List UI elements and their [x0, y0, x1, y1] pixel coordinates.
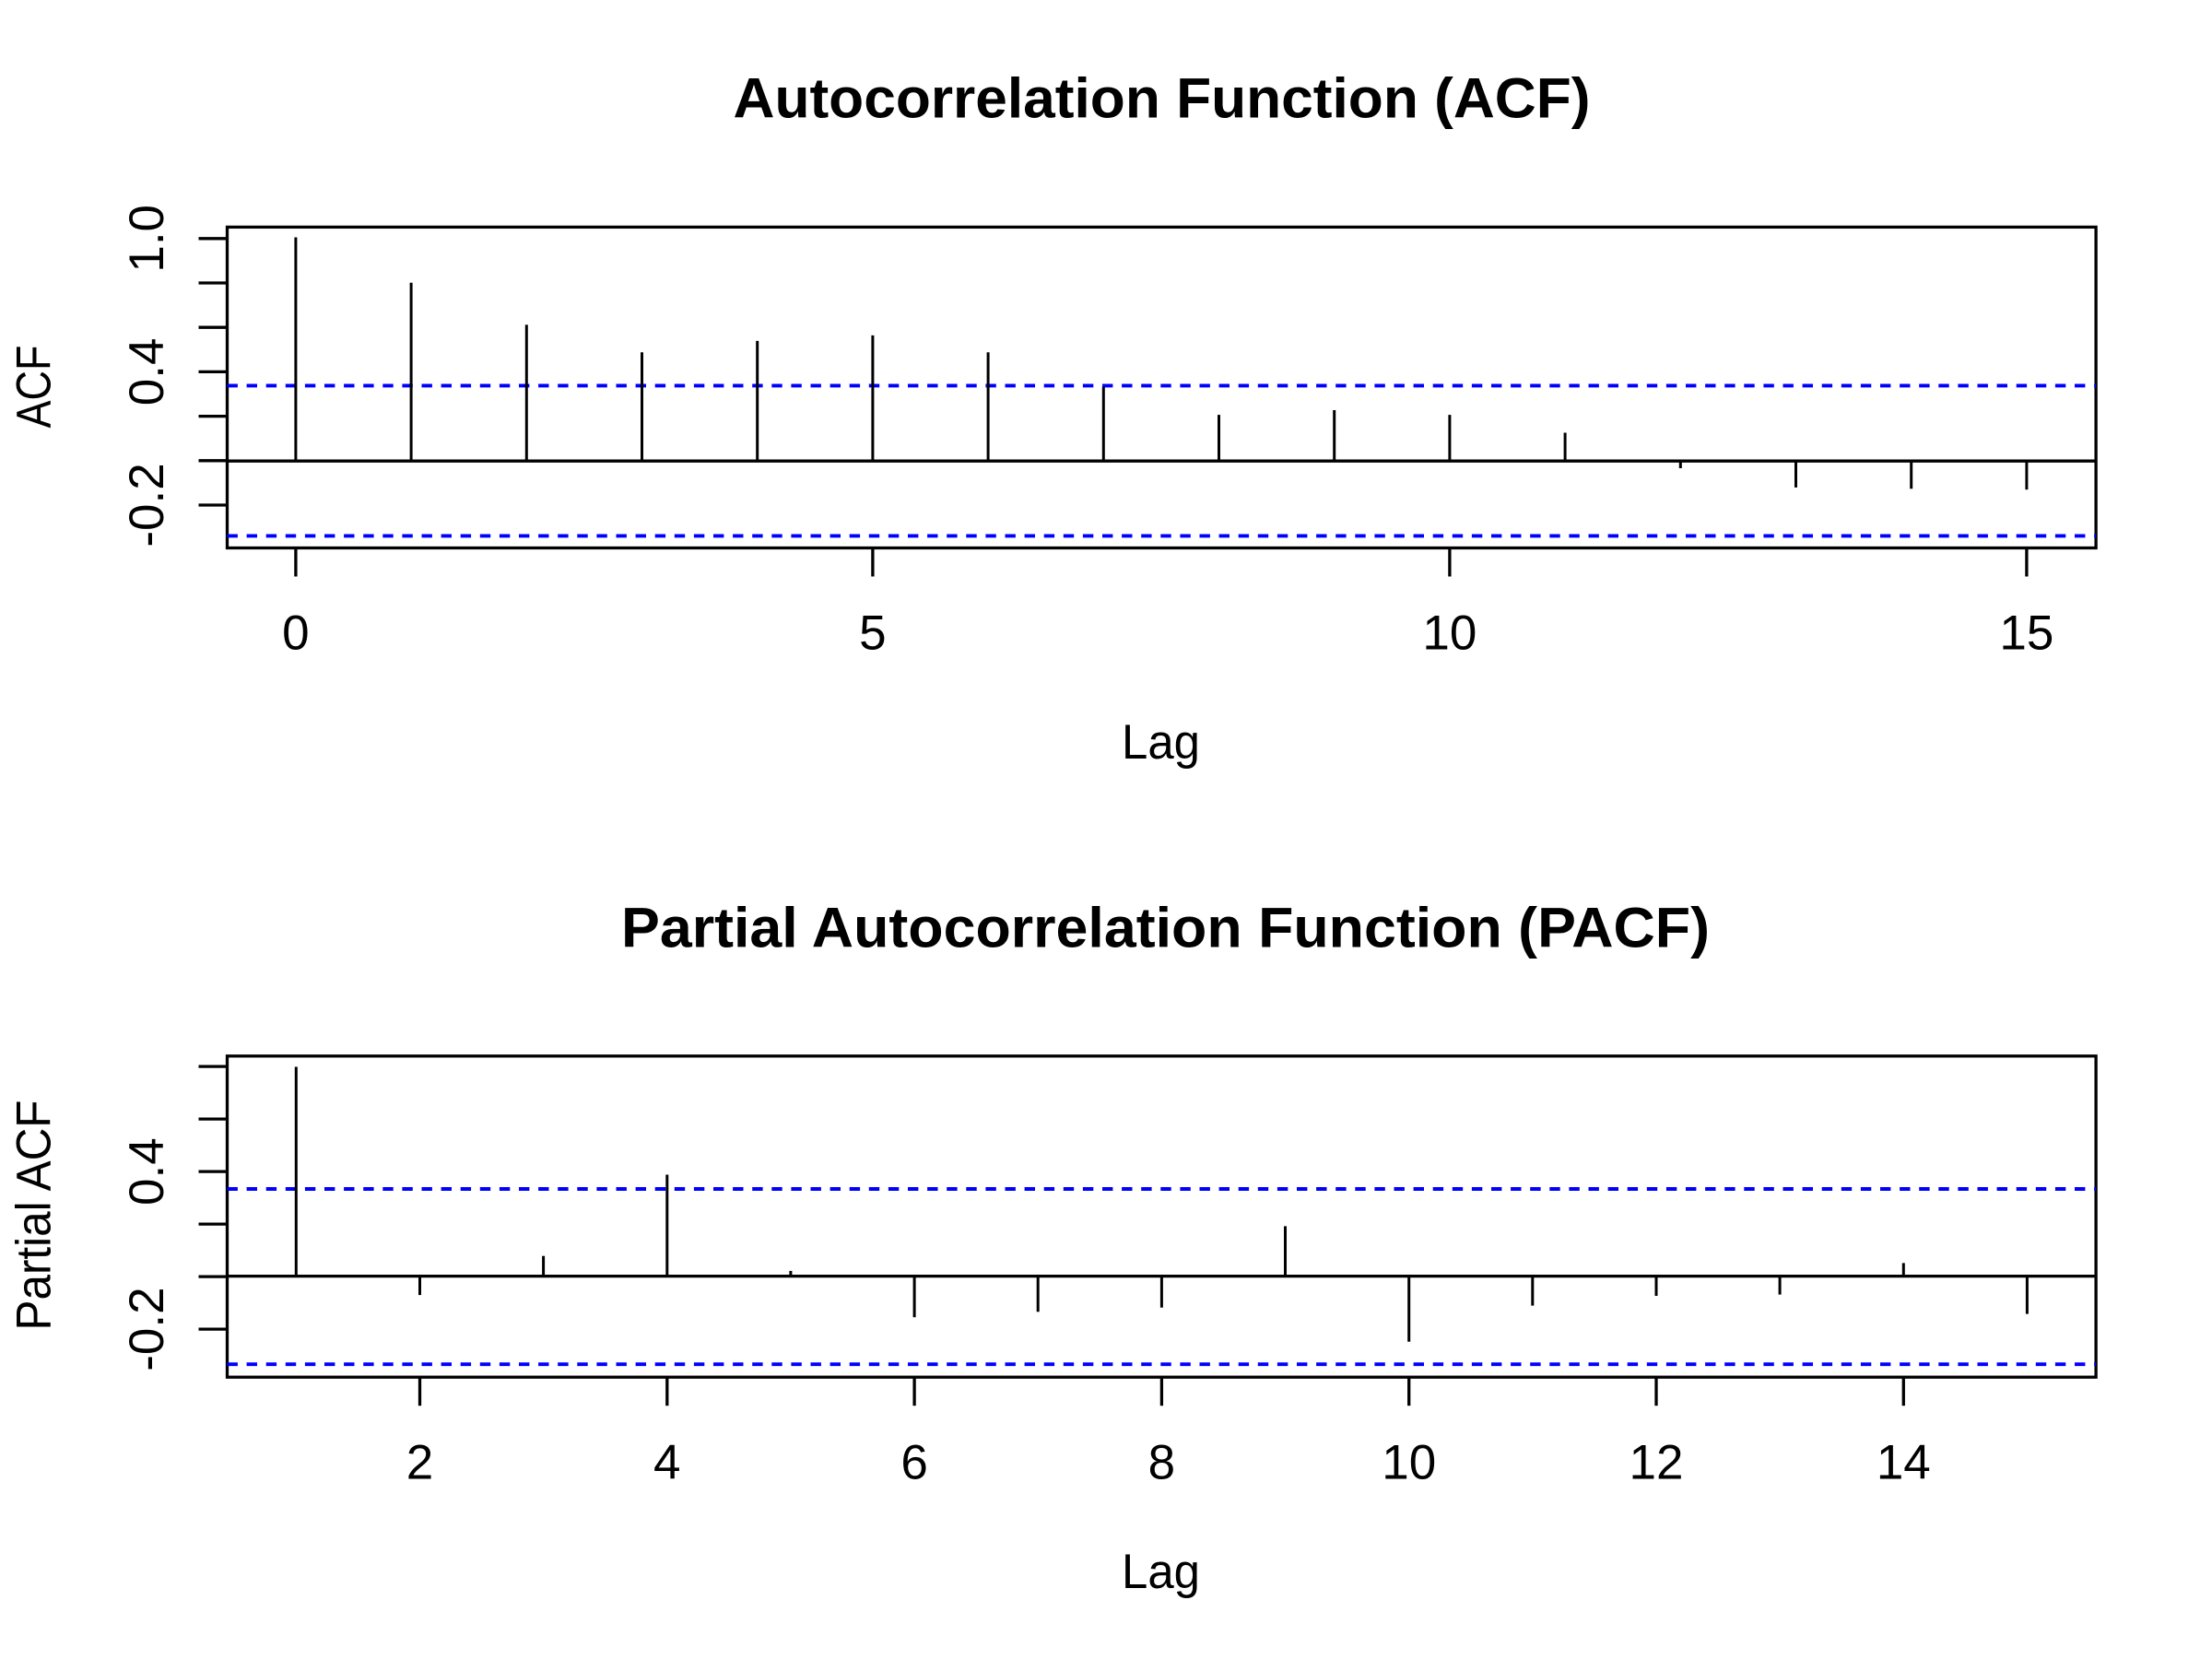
svg-text:0.4: 0.4 — [120, 1137, 174, 1206]
svg-text:Lag: Lag — [1122, 715, 1200, 770]
svg-text:Partial ACF: Partial ACF — [7, 1100, 62, 1331]
svg-text:8: 8 — [1148, 1435, 1175, 1489]
svg-text:12: 12 — [1630, 1435, 1684, 1489]
svg-text:Autocorrelation Function (ACF): Autocorrelation Function (ACF) — [734, 66, 1591, 130]
svg-text:6: 6 — [900, 1435, 927, 1489]
svg-text:14: 14 — [1877, 1435, 1931, 1489]
svg-text:4: 4 — [653, 1435, 680, 1489]
svg-text:-0.2: -0.2 — [120, 463, 174, 547]
svg-text:5: 5 — [859, 606, 886, 661]
svg-text:15: 15 — [1999, 606, 2053, 661]
svg-text:10: 10 — [1382, 1435, 1436, 1489]
svg-text:0: 0 — [282, 606, 309, 661]
svg-text:0.4: 0.4 — [120, 338, 174, 406]
svg-text:Lag: Lag — [1122, 1545, 1200, 1599]
svg-text:Partial Autocorrelation Functi: Partial Autocorrelation Function (PACF) — [621, 897, 1710, 960]
svg-text:-0.2: -0.2 — [120, 1287, 174, 1371]
svg-text:2: 2 — [406, 1435, 433, 1489]
svg-text:10: 10 — [1422, 606, 1477, 661]
svg-text:ACF: ACF — [7, 346, 62, 429]
svg-text:1.0: 1.0 — [120, 205, 174, 273]
